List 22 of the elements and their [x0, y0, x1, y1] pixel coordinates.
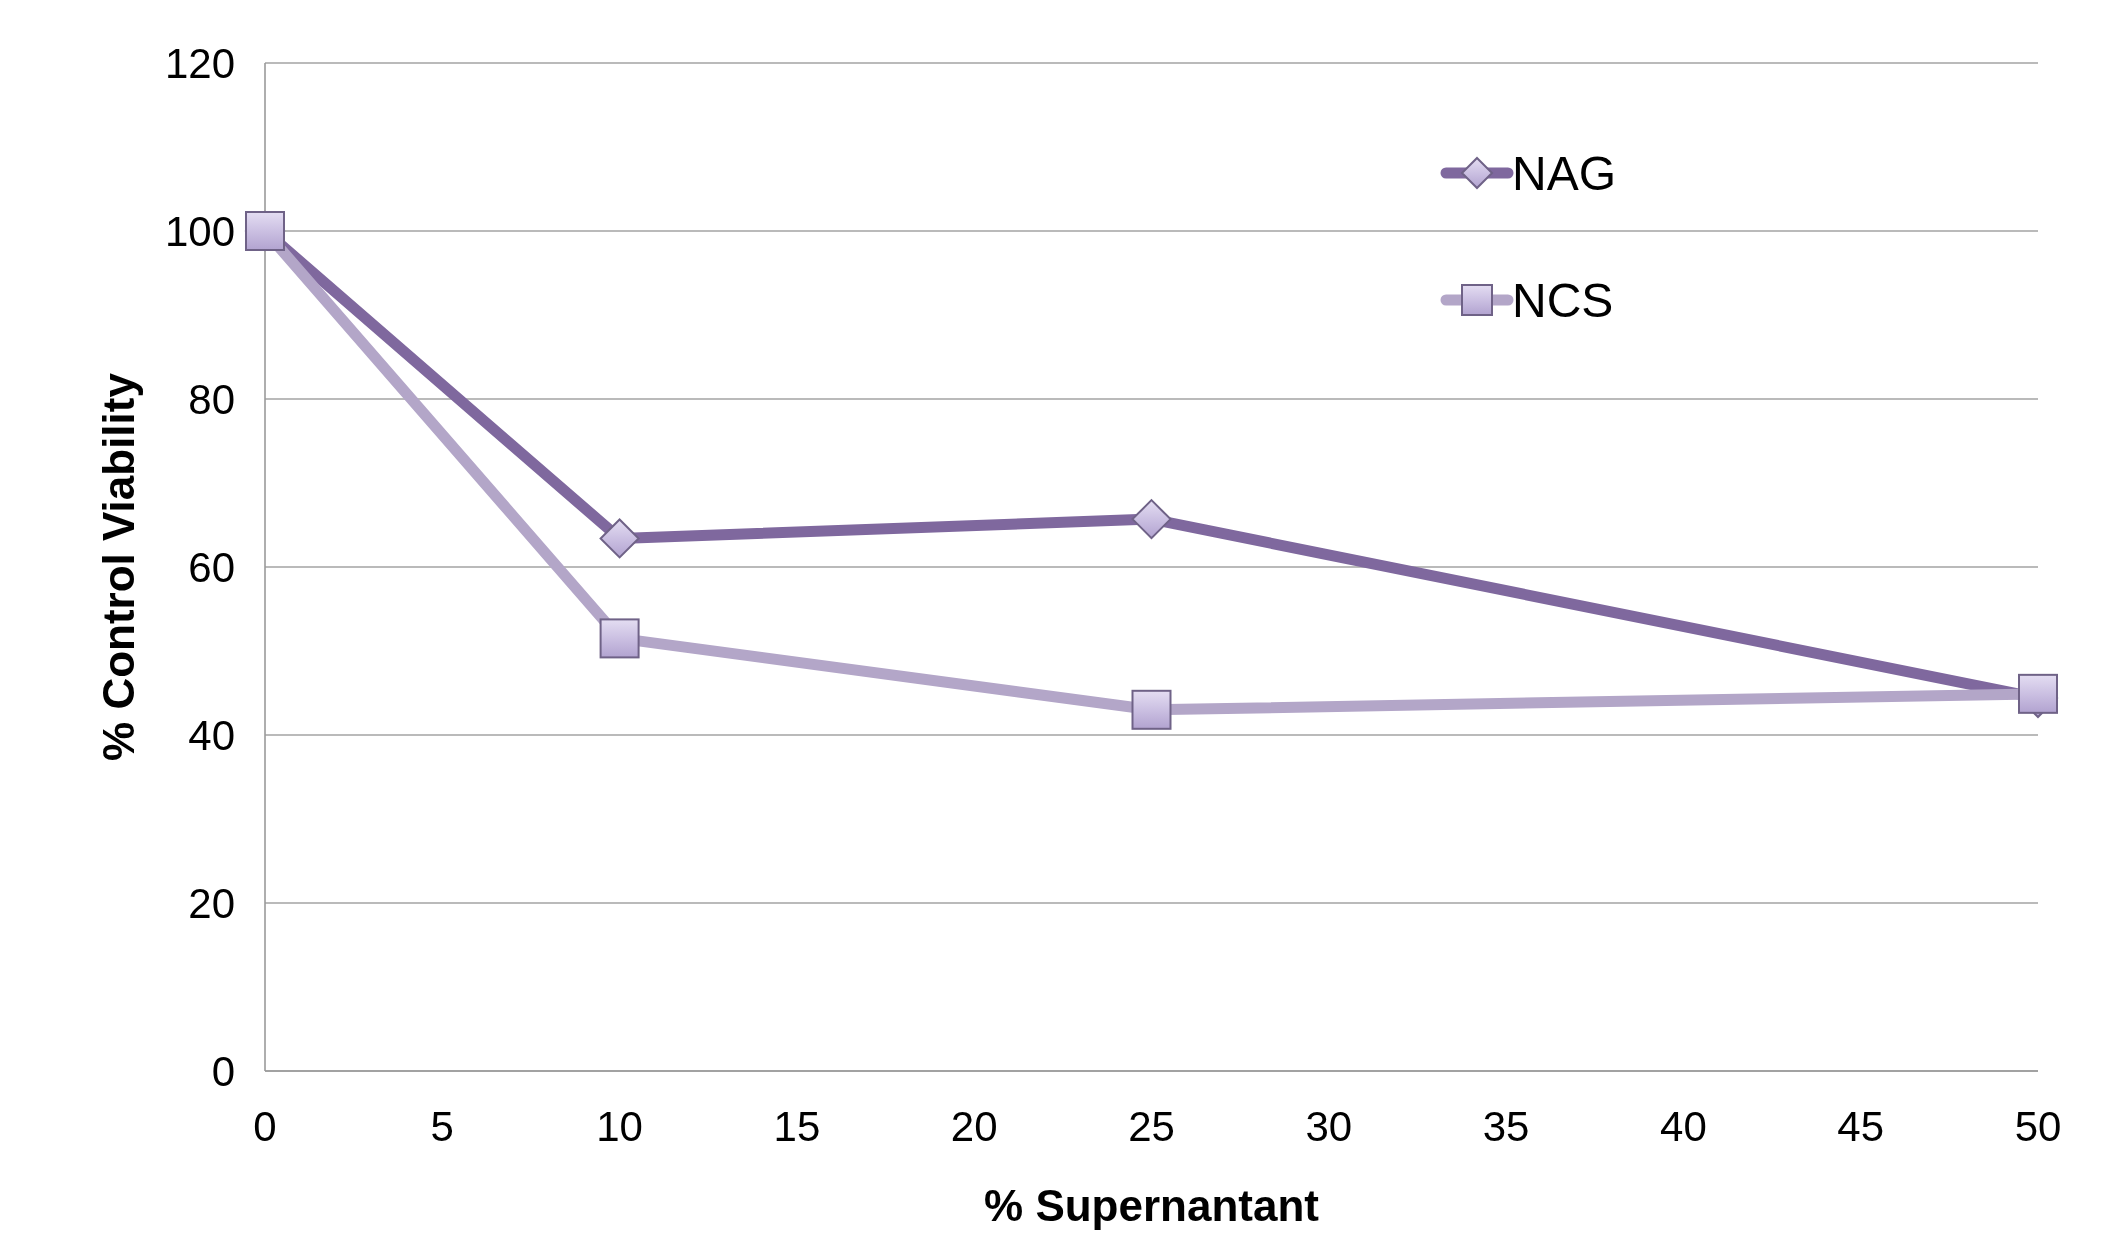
x-tick-label: 30: [1305, 1103, 1353, 1150]
legend-label: NAG: [1512, 146, 1617, 200]
x-tick-label: 45: [1837, 1103, 1885, 1150]
y-tick-label: 120: [164, 39, 235, 87]
y-tick-label: 100: [164, 207, 235, 255]
x-tick-label: 50: [2014, 1103, 2062, 1150]
y-tick-label: 20: [188, 879, 235, 927]
x-tick-label: 40: [1660, 1103, 1707, 1150]
x-axis-title: % Supernantant: [984, 1181, 1320, 1230]
y-tick-label: 0: [211, 1047, 235, 1095]
x-tick-label: 0: [253, 1103, 277, 1150]
x-tick-label: 5: [430, 1103, 454, 1150]
x-tick-label: 25: [1128, 1103, 1175, 1150]
x-tick-label: 35: [1482, 1103, 1530, 1150]
legend-label: NCS: [1512, 273, 1614, 327]
y-tick-label: 40: [188, 711, 235, 759]
x-tick-label: 10: [596, 1103, 643, 1150]
x-tick-label: 15: [773, 1103, 821, 1150]
y-tick-label: 60: [188, 543, 235, 591]
x-tick-label: 20: [950, 1103, 998, 1150]
y-axis-title: % Control Viability: [93, 372, 143, 761]
y-tick-label: 80: [188, 375, 235, 423]
